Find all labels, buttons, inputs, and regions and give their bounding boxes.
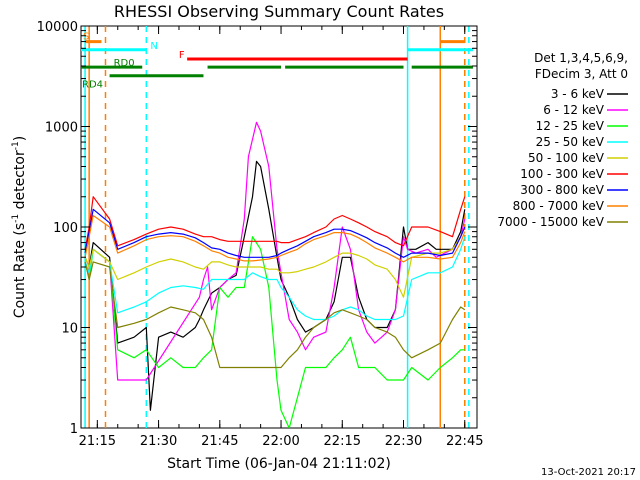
legend-label: 7000 - 15000 keV <box>497 215 604 229</box>
legend-label: 300 - 800 keV <box>520 183 604 197</box>
flag-label-rd0: RD0 <box>114 58 135 69</box>
series-line <box>84 196 466 250</box>
y-axis-ticks: 1 10 100 1000 10000 <box>37 20 477 437</box>
legend-label: 6 - 12 keV <box>543 103 605 117</box>
legend-label: 50 - 100 keV <box>528 151 605 165</box>
y-axis-label: Count Rate (s-1 detector-1) <box>11 136 28 318</box>
series-line <box>84 208 466 258</box>
series-line <box>84 261 466 369</box>
y-tick-label: 1000 <box>45 121 78 136</box>
y-tick-label: 1 <box>70 422 78 437</box>
x-tick-label: 22:30 <box>385 434 422 449</box>
x-axis-ticks: 21:15 21:30 21:45 22:00 22:15 22:30 22:45 <box>79 26 483 449</box>
legend-label: 800 - 7000 keV <box>513 199 605 213</box>
footer-date: 13-Oct-2021 20:17 <box>541 467 636 478</box>
flag-label-f: F <box>179 50 185 61</box>
x-tick-label: 22:15 <box>324 434 361 449</box>
legend-label: 12 - 25 keV <box>536 119 605 133</box>
legend-label: 3 - 6 keV <box>551 87 605 101</box>
series-line <box>84 121 466 381</box>
legend-label: 100 - 300 keV <box>520 167 604 181</box>
series-line <box>84 236 466 321</box>
x-tick-label: 22:45 <box>446 434 483 449</box>
y-tick-label: 10000 <box>37 20 78 35</box>
legend-header-line-1: Det 1,3,4,5,6,9, <box>534 51 628 65</box>
series-lines <box>84 121 466 428</box>
legend: Det 1,3,4,5,6,9, FDecim 3, Att 0 3 - 6 k… <box>497 51 628 229</box>
x-tick-label: 22:00 <box>262 434 299 449</box>
chart-title: RHESSI Observing Summary Count Rates <box>114 2 444 21</box>
flag-label-n: N <box>150 41 157 52</box>
x-tick-label: 21:30 <box>140 434 177 449</box>
series-line <box>84 214 466 263</box>
y-tick-label: 10 <box>61 322 78 337</box>
flag-label-s: S <box>83 32 89 43</box>
status-flags: S N F RD0 RD4 <box>81 32 473 91</box>
series-line <box>84 226 466 298</box>
series-line <box>84 236 465 428</box>
flag-label-rd4: RD4 <box>82 80 103 91</box>
x-axis-label: Start Time (06-Jan-04 21:11:02) <box>167 456 391 472</box>
legend-label: 25 - 50 keV <box>536 135 605 149</box>
legend-header-line-2: FDecim 3, Att 0 <box>535 67 628 81</box>
x-tick-label: 21:15 <box>79 434 116 449</box>
y-tick-label: 100 <box>53 221 78 236</box>
x-tick-label: 21:45 <box>201 434 238 449</box>
